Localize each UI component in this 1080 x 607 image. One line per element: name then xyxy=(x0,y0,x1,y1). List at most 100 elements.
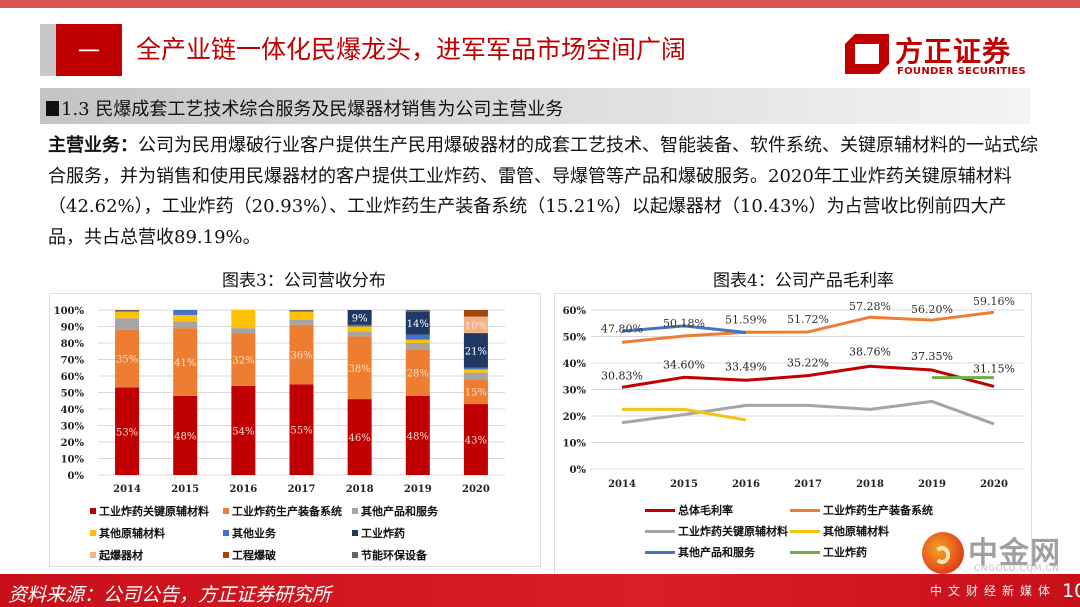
bar-segment xyxy=(115,318,140,330)
bar-segment xyxy=(173,314,198,322)
bar-segment xyxy=(173,310,198,315)
bar-data-label: 53% xyxy=(116,427,138,438)
bar-segment xyxy=(173,321,198,329)
bar-segment xyxy=(173,395,198,475)
bar-segment xyxy=(347,399,372,475)
legend-item: 工业炸药 xyxy=(790,544,867,560)
bar-data-label: 21% xyxy=(465,346,487,357)
x-tick-label: 2020 xyxy=(980,479,1008,490)
legend-item: 总体毛利率 xyxy=(645,502,733,518)
y-tick-label: 90% xyxy=(61,323,85,334)
bar-data-label: 38% xyxy=(349,364,371,375)
bar-segment xyxy=(347,310,372,325)
bar-segment xyxy=(231,333,256,386)
line-data-label: 30.83% xyxy=(601,369,643,382)
x-tick-label: 2015 xyxy=(171,484,199,495)
legend-line-swatch xyxy=(645,529,675,533)
legend-label: 工业炸药 xyxy=(823,546,867,559)
founder-securities-logo: 方正证券 FOUNDER SECURITIES xyxy=(845,28,1030,80)
section-number-badge: 一 xyxy=(56,24,122,76)
legend-item: 工程爆破 xyxy=(223,547,276,563)
bar-segment xyxy=(463,333,488,368)
y-tick-label: 20% xyxy=(61,438,85,449)
bar-data-label: 48% xyxy=(174,431,196,442)
logo-text-cn: 方正证券 xyxy=(895,35,1012,68)
legend-swatch xyxy=(352,530,358,536)
legend-label: 其他原辅材料 xyxy=(823,525,889,538)
legend-label: 工业炸药关键原辅材料 xyxy=(678,525,788,538)
line-data-label: 56.20% xyxy=(911,303,953,316)
logo-text-en: FOUNDER SECURITIES xyxy=(897,66,1027,77)
x-tick-label: 2020 xyxy=(462,484,490,495)
chart3-legend: 工业炸药关键原辅材料 工业炸药生产装备系统 其他产品和服务 其他原辅材料 其他业务 工业炸… xyxy=(90,503,530,568)
series-line xyxy=(622,407,747,422)
main-business-paragraph: 主营业务：公司为民用爆破行业客户提供生产民用爆破器材的成套工艺技术、智能装备、软… xyxy=(48,131,1038,253)
bar-segment xyxy=(115,310,140,312)
y-tick-label: 0% xyxy=(68,471,85,482)
x-tick-label: 2014 xyxy=(113,484,141,495)
legend-label: 工业炸药生产装备系统 xyxy=(232,505,342,518)
bar-segment xyxy=(347,331,372,337)
bar-segment xyxy=(231,310,256,329)
bar-data-label: 14% xyxy=(407,319,429,330)
watermark-sub: 中文财经新媒体 xyxy=(930,584,1057,598)
line-data-label: 50.18% xyxy=(663,317,705,330)
x-tick-label: 2018 xyxy=(856,479,884,490)
bar-segment xyxy=(231,328,256,334)
chart4-legend: 总体毛利率 工业炸药生产装备系统 工业炸药关键原辅材料 其他原辅材料 其他产品和服务 工业… xyxy=(645,500,995,570)
y-tick-label: 40% xyxy=(563,359,587,370)
legend-swatch xyxy=(352,508,358,514)
bar-data-label: 48% xyxy=(407,431,429,442)
section-header-bar xyxy=(40,88,1030,124)
y-tick-label: 20% xyxy=(563,412,587,423)
bar-segment xyxy=(347,324,372,327)
bar-segment xyxy=(463,379,488,405)
line-data-label: 31.15% xyxy=(973,362,1015,375)
revenue-distribution-chart: 0% 10% 20% 30% 40% 50% 60% 70% 80% 90% 100% 53% 35% 2… xyxy=(54,306,505,495)
y-tick-label: 70% xyxy=(61,356,85,367)
bar-segment xyxy=(463,316,488,334)
bar-segment xyxy=(463,372,488,380)
line-data-label: 47.80% xyxy=(601,322,643,335)
bar-segment xyxy=(289,310,314,312)
cngold-logo-icon xyxy=(922,532,964,574)
x-tick-label: 2018 xyxy=(346,484,374,495)
bar-data-label: 10% xyxy=(465,321,487,332)
legend-line-swatch xyxy=(645,550,675,554)
x-tick-label: 2019 xyxy=(404,484,432,495)
logo-mark-icon xyxy=(845,34,889,74)
bar-segment xyxy=(405,343,430,350)
x-tick-label: 2019 xyxy=(918,479,946,490)
paragraph-text: 公司为民用爆破行业客户提供生产民用爆破器材的成套工艺技术、智能装备、软件系统、关… xyxy=(48,135,1038,248)
chart4-title: 图表4：公司产品毛利率 xyxy=(713,271,894,291)
y-tick-label: 50% xyxy=(563,333,587,344)
bar-segment xyxy=(347,336,372,400)
bar-data-label: 43% xyxy=(465,436,487,447)
y-tick-label: 10% xyxy=(563,439,587,450)
watermark-cn: 中金网 xyxy=(968,536,1061,571)
series-line xyxy=(621,364,995,389)
bar-segment xyxy=(463,369,488,373)
chart3-title: 图表3：公司营收分布 xyxy=(222,271,386,291)
bar-segment xyxy=(405,310,430,312)
x-tick-label: 2016 xyxy=(229,484,257,495)
bar-segment xyxy=(463,367,488,370)
bar-segment xyxy=(405,395,430,475)
legend-swatch xyxy=(352,552,358,558)
legend-label: 节能环保设备 xyxy=(361,549,427,562)
legend-item: 其他原辅材料 xyxy=(90,525,165,541)
legend-swatch xyxy=(90,530,96,536)
line-data-label: 34.60% xyxy=(663,358,705,371)
legend-label: 其他业务 xyxy=(232,527,276,540)
line-data-label: 57.28% xyxy=(849,300,891,313)
page-title: 全产业链一体化民爆龙头，进军军品市场空间广阔 xyxy=(136,35,687,64)
series-line xyxy=(621,324,747,335)
y-tick-label: 60% xyxy=(61,372,85,383)
bar-data-label: 54% xyxy=(232,426,254,437)
legend-line-swatch xyxy=(790,529,820,533)
bar-segment xyxy=(115,311,140,319)
bar-segment xyxy=(463,404,488,475)
y-tick-label: 30% xyxy=(61,422,85,433)
legend-label: 起爆器材 xyxy=(99,549,143,562)
bar-segment xyxy=(347,326,372,332)
